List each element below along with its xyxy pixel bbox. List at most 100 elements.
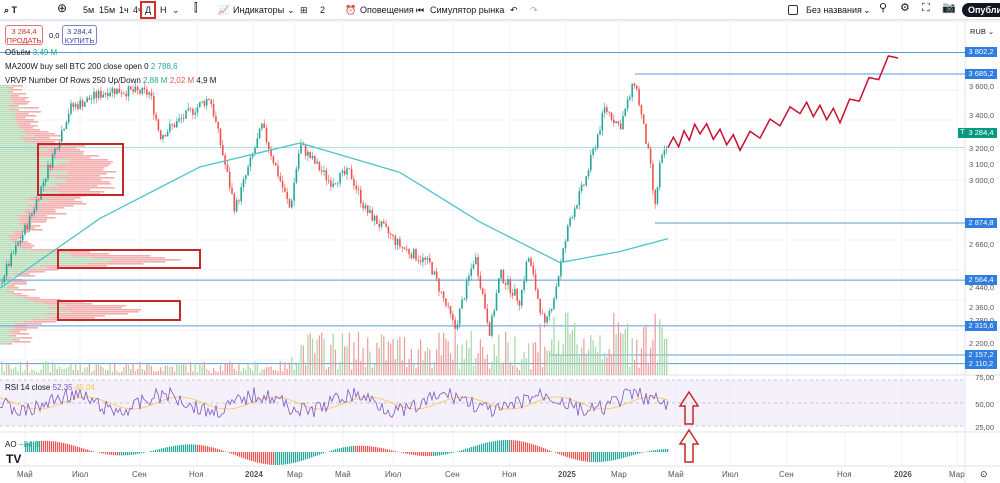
volume-profile-bar-down [92, 257, 165, 259]
ao-bar [307, 452, 309, 459]
interval-week[interactable]: Н [160, 5, 167, 15]
ao-bar [179, 445, 181, 452]
layouts-icon[interactable]: ⊞ [300, 5, 308, 15]
price-tag: 2 874,8 [965, 218, 997, 229]
candle-body [277, 165, 279, 177]
volume-profile-bar-up [0, 213, 26, 215]
volume-bar [601, 359, 603, 375]
volume-profile-bar-down [26, 199, 75, 201]
interval-day[interactable]: Д [140, 1, 157, 19]
ao-bar [229, 452, 231, 454]
vrvp-legend[interactable]: VRVP Number Of Rows 250 Up/Down 2,88 M 2… [5, 76, 216, 86]
volume-bar [505, 331, 507, 375]
ao-bar [383, 448, 385, 452]
volume-profile-bar-down [45, 175, 101, 177]
ao-bar [489, 442, 491, 452]
interval-1h[interactable]: 1ч [119, 5, 129, 15]
replay-button[interactable]: Симулятор рынка [430, 5, 505, 15]
volume-bar [167, 365, 169, 375]
ao-bar [417, 452, 419, 456]
add-symbol-icon[interactable]: ⊕ [57, 1, 68, 15]
ao-bar [543, 448, 545, 452]
volume-profile-bar-down [30, 249, 61, 251]
interval-dropdown-icon[interactable]: ⌄ [172, 5, 180, 15]
volume-bar [114, 362, 116, 375]
quick-search-icon[interactable]: ⚲ [879, 2, 888, 14]
indicators-button[interactable]: Индикаторы [233, 5, 285, 15]
volume-bar [663, 339, 665, 375]
candle-style-icon[interactable]: ⫿ [194, 2, 198, 14]
volume-bar [631, 338, 633, 375]
volume-profile-bar-up [0, 145, 39, 147]
settings-icon[interactable]: ⚙ [900, 2, 910, 14]
volume-bar [341, 333, 343, 375]
volume-profile-bar-up [0, 113, 15, 115]
volume-bar [277, 370, 279, 375]
sell-button[interactable]: 3 284,4 ПРОДАТЬ [5, 25, 43, 45]
candle-body [626, 99, 629, 109]
volume-bar [659, 319, 661, 375]
volume-profile-bar-up [0, 129, 25, 131]
ao-bar [221, 450, 223, 452]
currency-select[interactable]: RUB ⌄ [970, 27, 995, 36]
ao-bar [29, 442, 31, 452]
candle-body [102, 94, 104, 98]
ao-bar [603, 452, 605, 462]
volume-profile-bar-up [0, 137, 21, 139]
layout-checkbox[interactable] [788, 5, 798, 15]
undo-icon[interactable]: ↶ [510, 5, 518, 15]
volume-profile-bar-up [0, 229, 24, 231]
alert-icon[interactable]: ⏰ [345, 5, 357, 15]
volume-profile-bar-up [0, 339, 13, 341]
rsi-legend[interactable]: RSI 14 close 52,35 45,04 [5, 383, 95, 393]
publish-button[interactable]: Опублико [962, 3, 1000, 17]
candle-body [645, 123, 647, 144]
ao-bar [161, 448, 163, 452]
volume-bar [127, 365, 130, 375]
time-settings-icon[interactable]: ⊙ [980, 469, 988, 479]
layouts-count[interactable]: 2 [320, 5, 326, 15]
ma-legend[interactable]: MA200W buy sell BTC 200 close open 0 2 7… [5, 62, 178, 72]
screenshot-icon[interactable]: 📷 [942, 2, 956, 14]
volume-legend[interactable]: Объём 3,49 M [5, 48, 57, 58]
indicators-dropdown-icon[interactable]: ⌄ [287, 5, 295, 15]
volume-bar [65, 368, 67, 375]
candle-body [215, 116, 217, 122]
volume-bar [199, 363, 201, 375]
replay-icon[interactable]: ⏮ [416, 5, 425, 15]
candle-body [320, 170, 323, 172]
interval-5m[interactable]: 5м [83, 5, 95, 15]
volume-bar [139, 361, 141, 375]
ao-value: −84,8 [18, 440, 40, 449]
interval-4h[interactable]: 4ч [133, 5, 143, 15]
redo-icon[interactable]: ↷ [530, 5, 538, 15]
volume-bar [523, 352, 525, 375]
ao-bar [507, 439, 509, 452]
volume-profile-bar-up [0, 175, 46, 177]
candle-body [484, 293, 486, 309]
alerts-button[interactable]: Оповещения [360, 5, 414, 15]
volume-bar [144, 370, 146, 375]
indicators-icon[interactable]: 📈 [218, 5, 230, 15]
volume-bar [160, 367, 162, 375]
symbol-search[interactable]: ⌕ T [4, 5, 18, 15]
candle-body [109, 92, 111, 97]
ao-bar [535, 445, 537, 452]
ao-bar [579, 452, 581, 461]
ao-bar [355, 445, 357, 452]
volume-profile-bar-down [85, 263, 144, 265]
ao-bar [613, 452, 615, 461]
candle-body [449, 306, 452, 314]
ao-bar [189, 444, 191, 452]
volume-bar [397, 339, 399, 375]
layout-name[interactable]: Без названия [806, 5, 862, 15]
layout-dropdown-icon[interactable]: ⌄ [863, 5, 871, 15]
ao-legend[interactable]: AO −84,8 [5, 440, 39, 450]
fullscreen-icon[interactable]: ⛶ [922, 2, 930, 14]
candle-body [458, 308, 461, 325]
buy-button[interactable]: 3 284,4 КУПИТЬ [62, 25, 97, 45]
volume-profile-bar-down [33, 135, 63, 137]
volume-bar [525, 357, 527, 375]
interval-15m[interactable]: 15м [99, 5, 116, 15]
